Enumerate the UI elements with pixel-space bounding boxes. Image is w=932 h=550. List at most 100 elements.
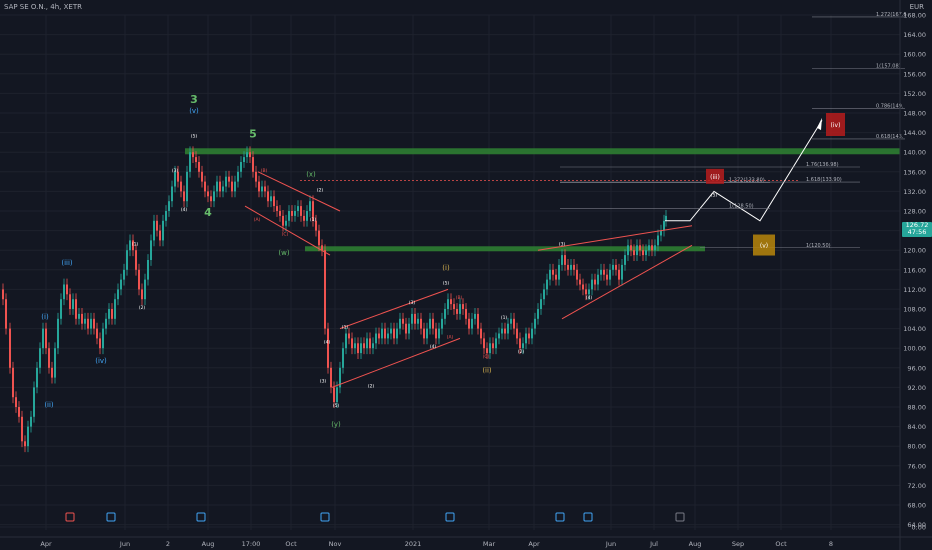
y-tick-label: 88.00: [907, 404, 926, 412]
candle-body: [93, 318, 95, 329]
candle-body: [321, 245, 323, 251]
candle-body: [282, 215, 284, 226]
y-tick-label: 144.00: [903, 129, 926, 137]
candle-body: [636, 245, 638, 256]
candle-body: [117, 289, 119, 300]
candle-body: [126, 250, 128, 270]
candle-body: [156, 220, 158, 231]
event-icon: [675, 512, 685, 522]
y-tick-label: 92.00: [907, 384, 926, 392]
candle-body: [204, 181, 206, 192]
fib-level-label: 1.272(133.80): [729, 178, 765, 184]
x-tick-label: 2021: [405, 540, 422, 548]
candle-body: [231, 181, 233, 192]
wave-label: (3): [409, 300, 416, 306]
candle-body: [648, 245, 650, 251]
x-tick-label: 8: [829, 540, 833, 548]
candle-body: [519, 338, 521, 349]
fib-level-label: 0.786(149.: [876, 104, 904, 110]
fib-level-label: 1.272(167.6: [876, 12, 907, 18]
y-tick-label: 156.00: [903, 70, 926, 78]
candle-body: [528, 333, 530, 339]
candle-body: [384, 328, 386, 339]
candle-body: [345, 333, 347, 349]
currency-label: EUR: [909, 3, 924, 11]
y-tick-label: 136.00: [903, 168, 926, 176]
candle-body: [435, 328, 437, 339]
zone-iv-box: [826, 113, 845, 136]
zone-iii-box: [706, 168, 724, 184]
y-tick-label: 72.00: [907, 482, 926, 490]
candle-body: [318, 230, 320, 246]
candle-body: [360, 343, 362, 354]
wave-label: (iv): [95, 357, 107, 365]
candle-body: [135, 250, 137, 270]
candle-body: [624, 255, 626, 265]
x-tick-label: Jun: [605, 540, 616, 548]
candle-body: [588, 289, 590, 295]
candle-body: [252, 157, 254, 172]
x-tick-label: Oct: [775, 540, 787, 548]
wave-label: 4: [204, 206, 212, 219]
y-tick-label: 132.00: [903, 188, 926, 196]
wave-label: (4): [181, 207, 188, 213]
candle-body: [39, 348, 41, 368]
candle-body: [195, 157, 197, 162]
wave-label: (B): [456, 295, 463, 301]
candle-body: [9, 328, 11, 368]
wave-label: (v): [189, 107, 199, 115]
candle-body: [222, 186, 224, 192]
candle-body: [69, 294, 71, 309]
candle-body: [633, 250, 635, 256]
candle-body: [408, 323, 410, 334]
y-tick-label: 76.00: [907, 462, 926, 470]
fib-level-label: 1.76(136.98): [806, 162, 839, 168]
wave-label: (C): [282, 232, 289, 238]
candle-body: [108, 309, 110, 319]
candle-body: [276, 206, 278, 211]
candle-body: [525, 333, 527, 344]
candle-body: [378, 333, 380, 339]
candle-body: [219, 181, 221, 192]
candle-body: [375, 333, 377, 344]
wave-label: (5): [333, 403, 340, 409]
wave-label: (A): [254, 217, 261, 223]
candle-body: [564, 255, 566, 265]
candle-body: [399, 318, 401, 329]
candle-body: [387, 333, 389, 339]
candle-body: [405, 323, 407, 334]
countdown-value: 47:56: [907, 228, 927, 236]
y-tick-label: 100.00: [903, 345, 926, 353]
candle-body: [504, 328, 506, 334]
candle-body: [225, 176, 227, 187]
candle-body: [393, 328, 395, 339]
candle-body: [264, 186, 266, 192]
candle-body: [660, 230, 662, 236]
candle-body: [2, 289, 4, 300]
candle-body: [246, 152, 248, 158]
symbol-title[interactable]: SAP SE O.N., 4h, XETR: [4, 3, 82, 11]
candle-body: [498, 333, 500, 339]
y-tick-label: 64.00: [907, 521, 926, 529]
candle-body: [531, 328, 533, 339]
projection-path: [665, 120, 823, 222]
candle-body: [294, 211, 296, 216]
candle-body: [324, 250, 326, 329]
candle-body: [471, 318, 473, 329]
candle-body: [411, 313, 413, 324]
candle-body: [153, 220, 155, 241]
y-tick-label: 116.00: [903, 266, 926, 274]
candle-body: [336, 387, 338, 403]
candle-body: [510, 318, 512, 324]
candle-body: [84, 318, 86, 324]
candle-body: [441, 318, 443, 329]
candle-body: [234, 181, 236, 192]
candle-body: [330, 367, 332, 388]
candle-body: [663, 220, 665, 231]
candle-body: [186, 171, 188, 202]
candle-body: [540, 299, 542, 309]
candle-body: [438, 328, 440, 339]
zone-iii-label: (iii): [710, 174, 720, 181]
candle-body: [123, 269, 125, 280]
